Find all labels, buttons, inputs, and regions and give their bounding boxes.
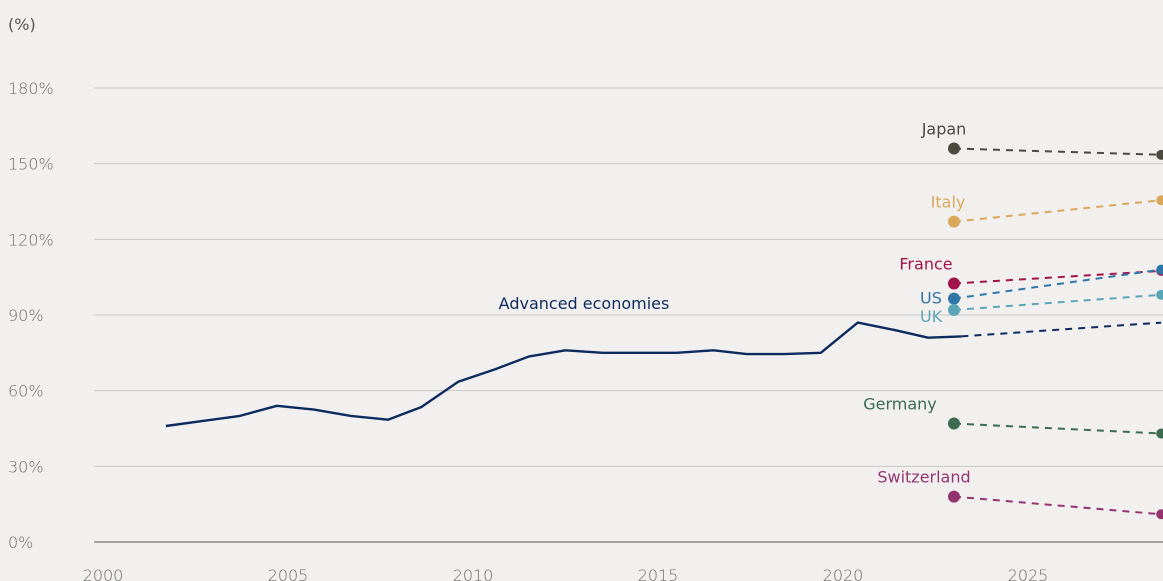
series-label-france: France [899,254,952,273]
marker-japan [948,142,960,155]
marker-italy [948,215,960,228]
end-marker-italy [1156,195,1163,206]
x-tick-label: 2025 [1008,566,1049,581]
end-marker-uk [1156,289,1163,300]
series-line-italy [953,199,1162,223]
series-line-france [953,269,1162,285]
series-label-germany: Germany [863,394,937,413]
y-tick-labels: 0% 30% 60% 90% 120% 150% 180% [8,79,54,552]
y-tick-label: 120% [8,230,54,249]
y-tick-label: 60% [8,382,44,401]
series-label-switzerland: Switzerland [877,468,970,487]
y-unit-label: (%) [8,15,36,34]
x-tick-label: 2020 [823,566,864,581]
y-tick-label: 180% [8,79,54,98]
series-line-switzerland [953,495,1162,516]
x-tick-labels: 2000 2005 2010 2015 2020 2025 [83,566,1049,581]
series-line-us [953,268,1162,300]
marker-switzerland [948,490,960,503]
marker-germany [948,417,960,430]
x-tick-label: 2015 [638,566,679,581]
series-group [165,142,1163,520]
series-label-uk: UK [920,307,943,326]
y-tick-label: 90% [8,306,44,325]
marker-us [948,292,960,305]
series-line-germany [953,422,1162,435]
y-tick-label: 150% [8,155,54,174]
y-tick-label: 30% [8,457,44,476]
marker-uk [948,303,960,316]
marker-france [948,277,960,290]
series-label-japan: Japan [921,120,967,139]
series-line-advanced-economies-projection [961,321,1162,338]
x-tick-label: 2005 [268,566,309,581]
x-tick-label: 2000 [83,566,124,581]
end-marker-us [1156,264,1163,275]
x-tick-label: 2010 [453,566,494,581]
series-line-advanced-economies [165,321,962,428]
end-marker-germany [1156,428,1163,439]
series-label-us: US [920,289,942,308]
series-label-advanced-economies: Advanced economies [499,294,670,313]
series-label-italy: Italy [931,193,966,212]
end-marker-japan [1156,149,1163,160]
end-marker-switzerland [1156,509,1163,520]
series-line-uk [953,293,1162,311]
gridlines [94,87,1163,543]
series-line-japan [953,147,1162,156]
y-tick-label: 0% [8,533,33,552]
